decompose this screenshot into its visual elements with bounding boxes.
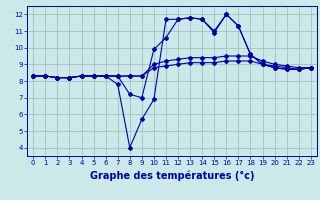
X-axis label: Graphe des températures (°c): Graphe des températures (°c) [90, 170, 254, 181]
